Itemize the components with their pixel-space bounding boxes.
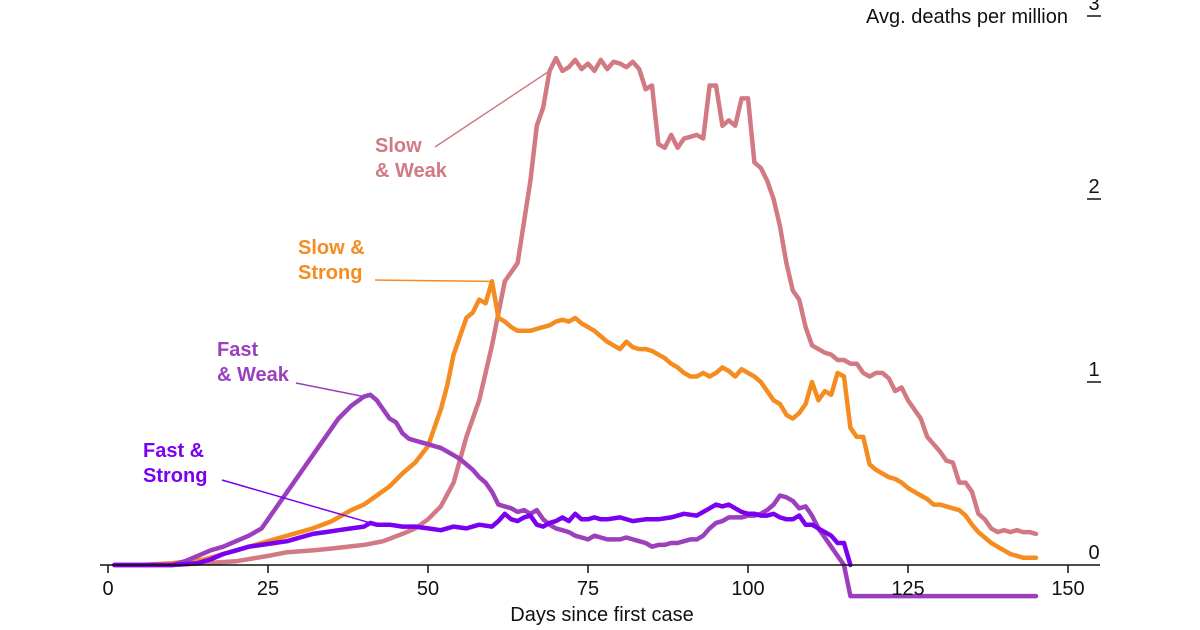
annotation-label: Strong: [298, 262, 362, 284]
y-tick-label: 0: [1088, 542, 1099, 564]
x-tick-label: 25: [257, 578, 279, 600]
x-tick-label: 0: [102, 578, 113, 600]
annotation-label: & Weak: [217, 364, 290, 386]
annotation-layer: Slow & Weak Slow & Strong Fast & Weak Fast & St…: [143, 70, 551, 524]
x-tick-label: 150: [1051, 578, 1084, 600]
series-layer: [112, 55, 1039, 599]
annotation-label: Fast: [217, 339, 258, 361]
annotation-label: Strong: [143, 465, 207, 487]
y-ticks: 0 1 2 3: [1087, 0, 1101, 564]
annotation-label: Slow: [375, 135, 422, 157]
annotation-label: Fast &: [143, 440, 204, 462]
annotation-leader: [295, 382, 365, 398]
x-axis-title: Days since first case: [510, 604, 693, 626]
series-line-slow-weak: [112, 55, 1039, 568]
annotation-leader: [434, 70, 551, 148]
x-ticks: 0 25 50 75 100 125 150: [102, 565, 1085, 600]
annotation-label: Slow &: [298, 237, 365, 259]
series-line-fast-strong: [112, 502, 853, 568]
y-tick-label: 3: [1088, 0, 1099, 15]
y-axis-title: Avg. deaths per million: [866, 6, 1068, 28]
x-tick-label: 125: [891, 578, 924, 600]
series-line-slow-strong: [112, 279, 1039, 568]
annotation-leader: [221, 479, 371, 524]
series-line-fast-weak: [112, 392, 1039, 599]
y-tick-label: 2: [1088, 176, 1099, 198]
annotation-leader: [374, 279, 493, 283]
x-tick-label: 50: [417, 578, 439, 600]
x-tick-label: 75: [577, 578, 599, 600]
y-tick-label: 1: [1088, 359, 1099, 381]
x-tick-label: 100: [731, 578, 764, 600]
annotation-label: & Weak: [375, 160, 448, 182]
